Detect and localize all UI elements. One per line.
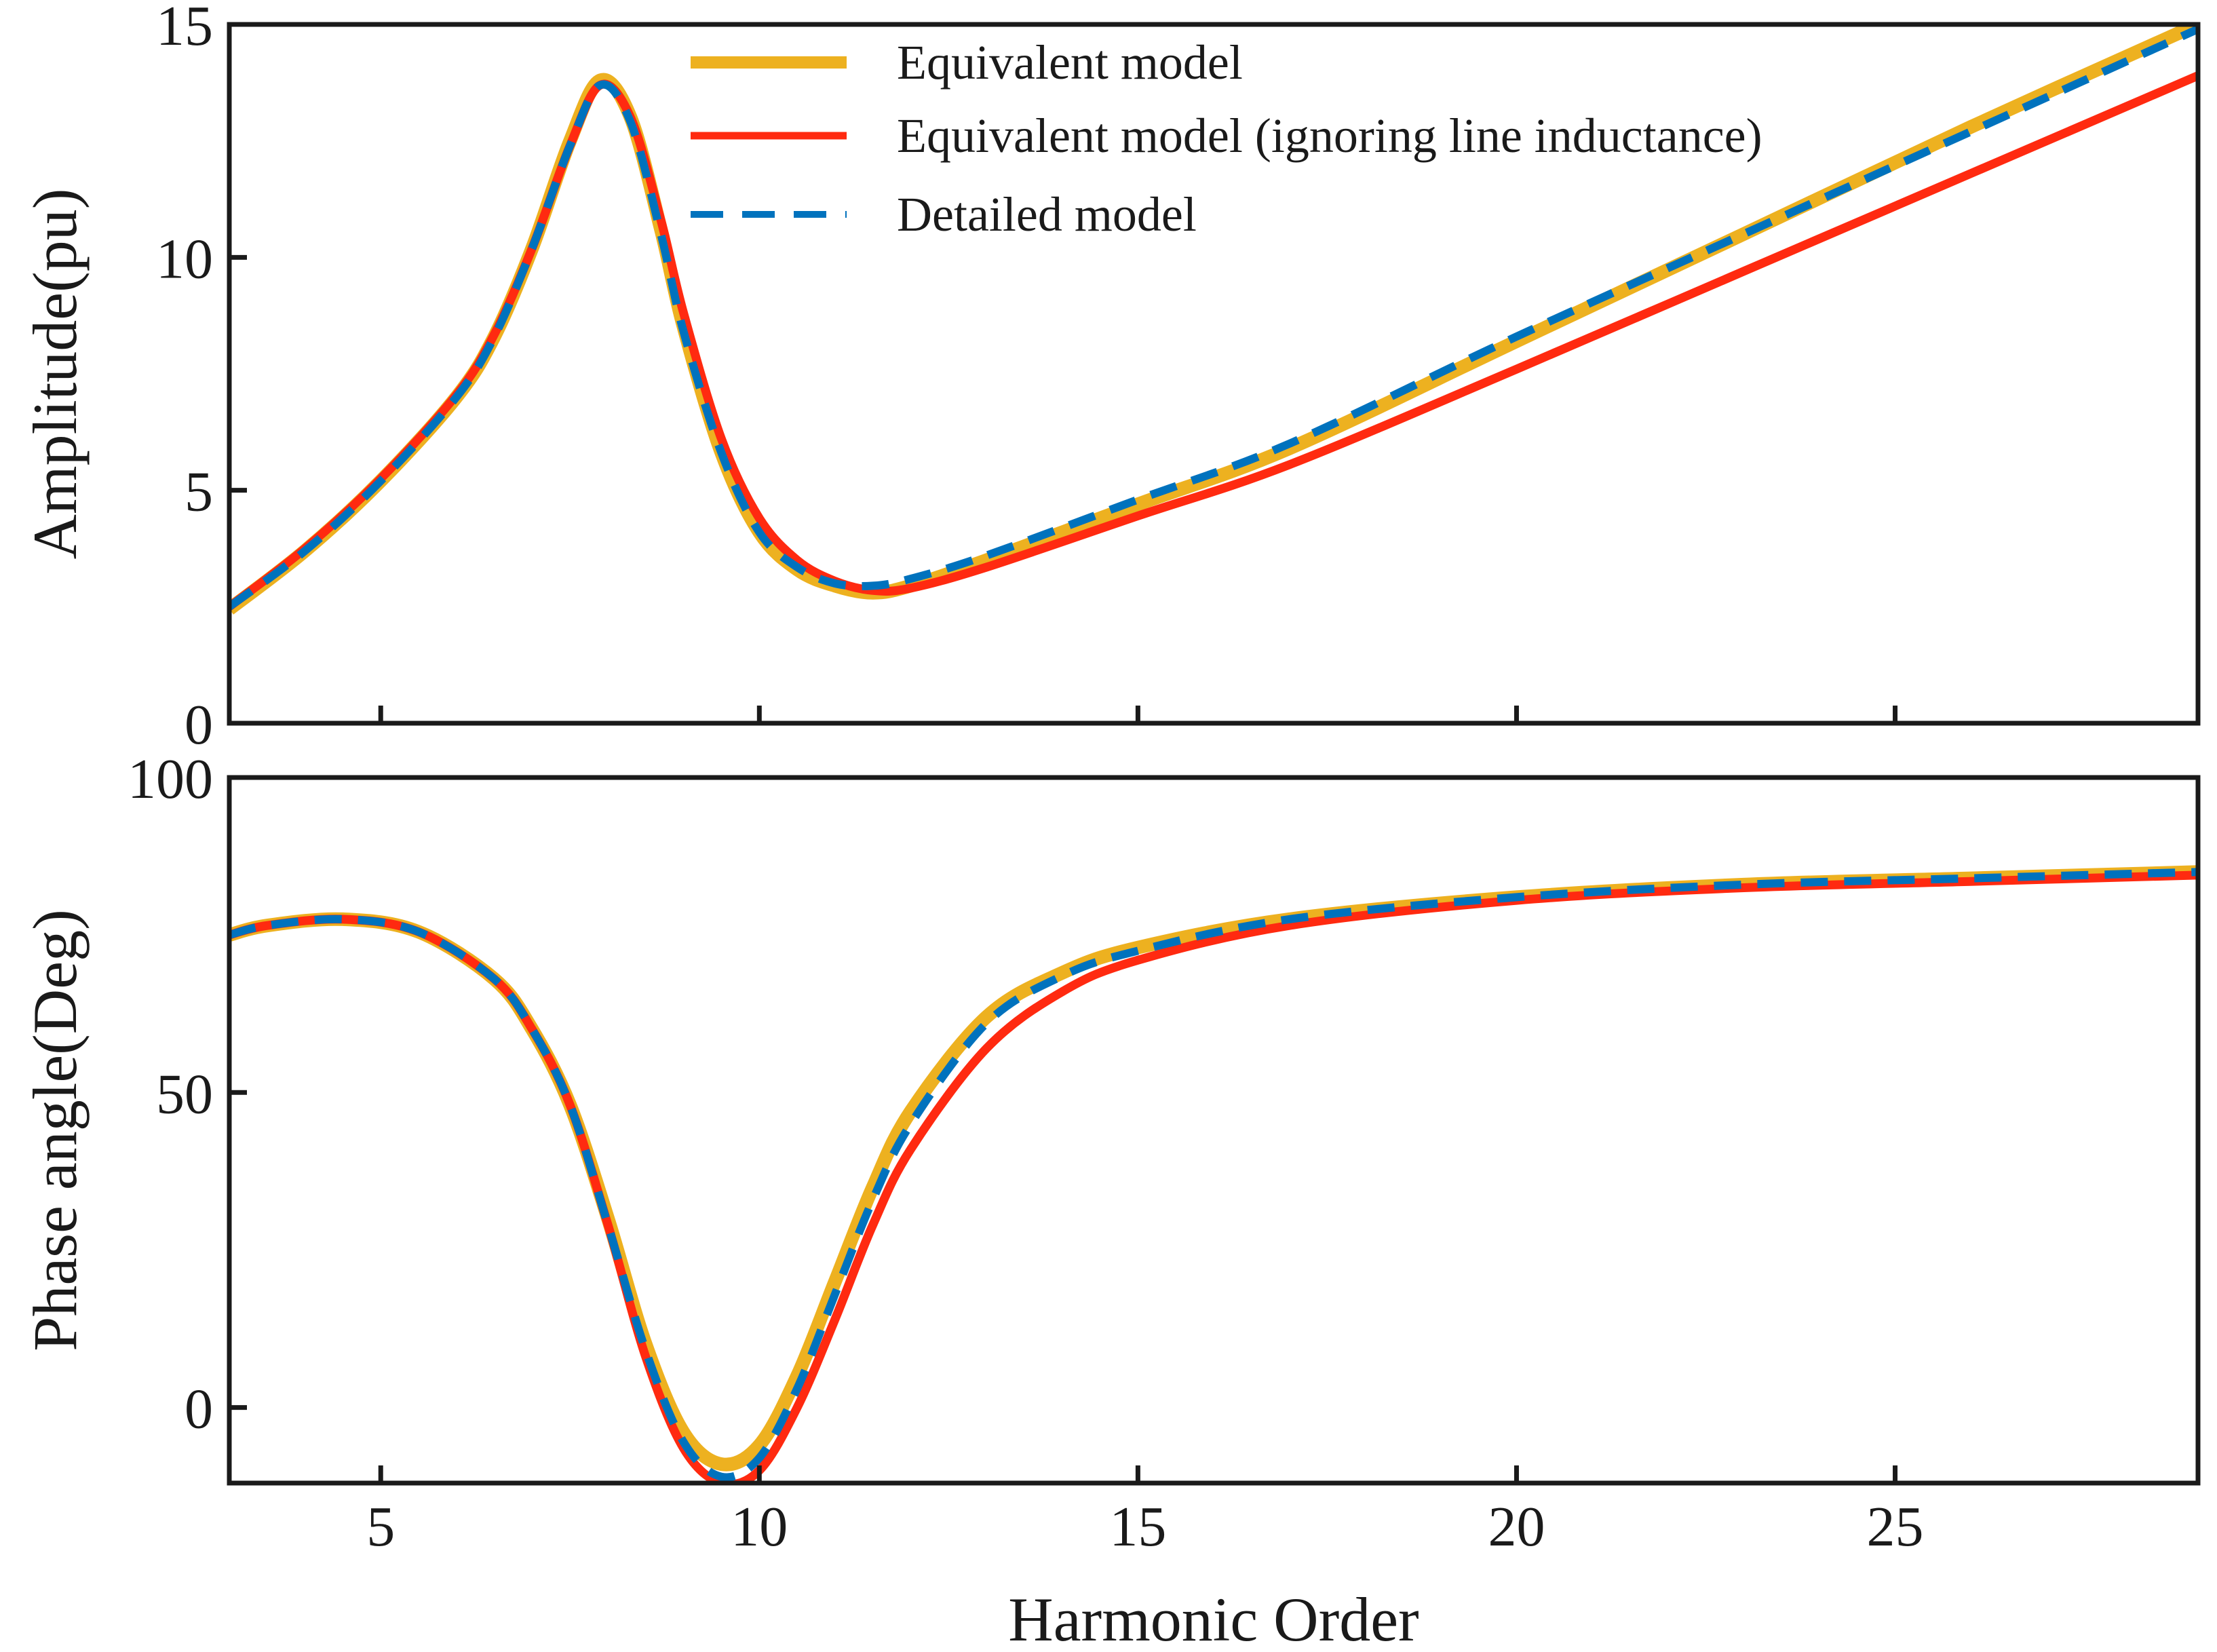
x-tick-label: 20 (1488, 1495, 1545, 1558)
x-tick-label: 15 (1109, 1495, 1166, 1558)
x-axis-label: Harmonic Order (1008, 1585, 1419, 1652)
axes-frame (227, 22, 2201, 726)
legend-label: Equivalent model (ignoring line inductan… (897, 109, 1762, 163)
x-tick-label: 25 (1867, 1495, 1924, 1558)
series-line-equivalent-model-ignoring-line-inductance (229, 71, 2198, 611)
legend: Equivalent model Equivalent model (ignori… (691, 35, 1762, 242)
legend-item: Detailed model (691, 187, 1197, 242)
y-axis-label: Phase angle(Deg) (20, 909, 90, 1351)
plot-area (229, 24, 2198, 723)
legend-item: Equivalent model (691, 35, 1243, 90)
series-line-detailed-model (229, 25, 2198, 611)
axes-frame (227, 775, 2201, 1486)
series-line-detailed-model (229, 868, 2198, 1482)
y-tick-label: 15 (156, 0, 213, 58)
y-axis-label: Amplitude(pu) (20, 189, 90, 560)
x-tick-label: 10 (731, 1495, 788, 1558)
x-tick-label: 5 (366, 1495, 395, 1558)
y-tick-label: 0 (185, 1378, 213, 1441)
y-tick-label: 0 (185, 693, 213, 756)
legend-item: Equivalent model (ignoring line inductan… (691, 109, 1762, 163)
y-tick-label: 50 (156, 1062, 213, 1126)
y-tick-label: 10 (156, 227, 213, 290)
panel-2: 5 10 15 20 25 0 50 100 Phase angle(Deg) (20, 748, 2201, 1558)
y-tick-label: 5 (185, 461, 213, 524)
panel-1: 0 5 10 15 Amplitude(pu) (20, 0, 2201, 756)
legend-label: Detailed model (897, 187, 1197, 242)
plot-area (229, 777, 2198, 1483)
y-tick-label: 100 (128, 748, 213, 811)
legend-label: Equivalent model (897, 35, 1243, 90)
